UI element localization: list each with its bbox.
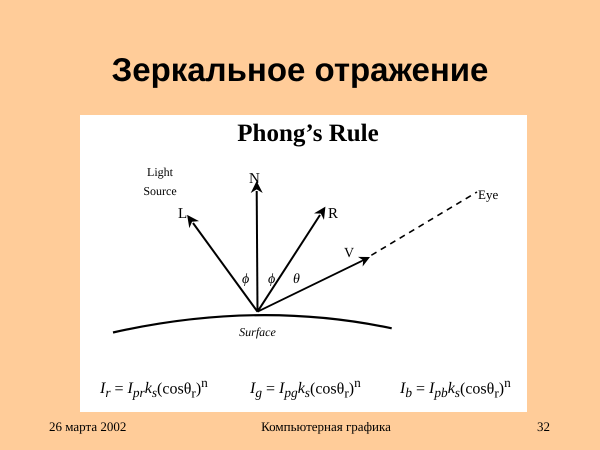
svg-text:R: R	[328, 206, 338, 222]
svg-text:ϕ: ϕ	[268, 272, 275, 287]
svg-text:Light: Light	[147, 165, 174, 179]
svg-text:N: N	[249, 171, 260, 187]
svg-text:Source: Source	[143, 184, 176, 198]
svg-text:ϕ: ϕ	[242, 272, 249, 287]
svg-text:L: L	[178, 206, 187, 222]
svg-text:V: V	[344, 246, 354, 261]
svg-text:Eye: Eye	[478, 187, 498, 202]
svg-text:Surface: Surface	[239, 325, 276, 339]
svg-text:Phong’s Rule: Phong’s Rule	[237, 120, 378, 147]
svg-text:θ: θ	[293, 272, 300, 287]
